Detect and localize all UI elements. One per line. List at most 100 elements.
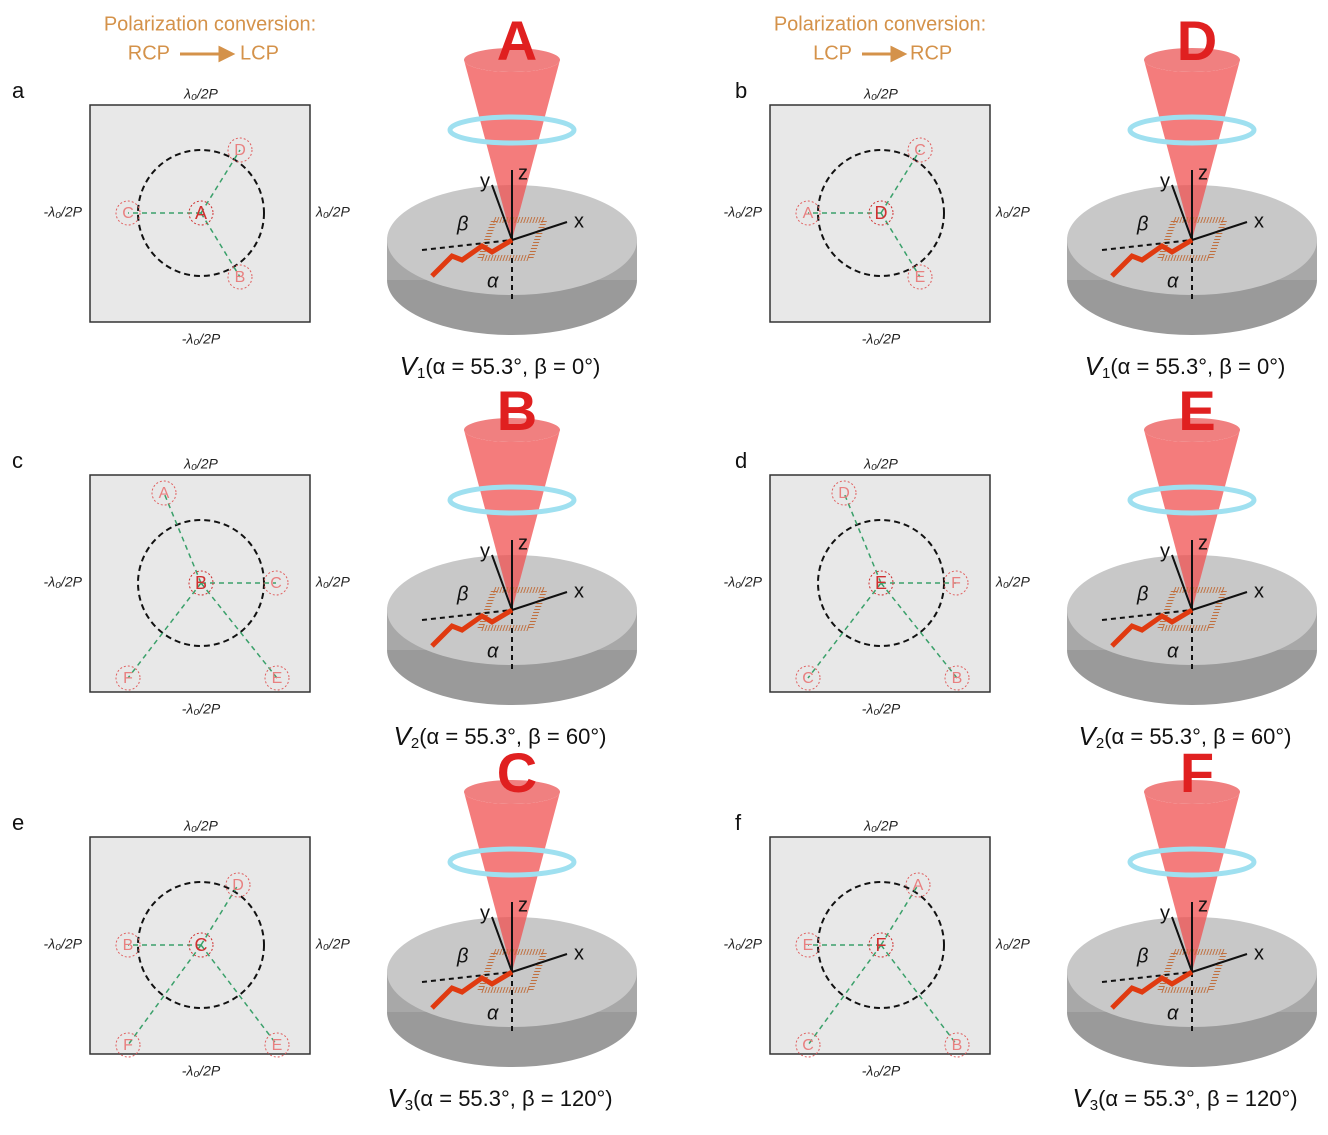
caption-index: 3 <box>1090 1097 1098 1114</box>
arrow <box>180 48 232 60</box>
axis-left: -λ₀/2P <box>44 574 83 590</box>
column-header: Polarization conversion: <box>104 13 316 35</box>
axis-right: λ₀/2P <box>315 574 350 590</box>
angle-alpha: α <box>1167 640 1179 662</box>
axis-left: -λ₀/2P <box>724 574 763 590</box>
axis-x: x <box>1254 580 1264 602</box>
axis-left: -λ₀/2P <box>724 204 763 220</box>
axis-y: y <box>1160 902 1170 924</box>
axis-z: z <box>518 894 528 916</box>
angle-beta: β <box>456 945 468 967</box>
beam-letter: B <box>497 379 537 442</box>
axis-z: z <box>1198 162 1208 184</box>
caption: V1(α = 55.3°, β = 0°) <box>400 351 601 382</box>
axis-left: -λ₀/2P <box>724 936 763 952</box>
order-letter: A <box>159 485 170 502</box>
axis-left: -λ₀/2P <box>44 936 83 952</box>
axis-top: λ₀/2P <box>863 456 898 472</box>
angle-alpha: α <box>1167 270 1179 292</box>
axis-right: λ₀/2P <box>995 204 1030 220</box>
beam-letter: C <box>497 741 537 804</box>
panel-label: c <box>12 448 23 473</box>
order-letter: E <box>803 937 814 954</box>
order-letter: C <box>802 1037 814 1054</box>
order-letter: D <box>232 877 244 894</box>
angle-beta: β <box>456 213 468 235</box>
axis-x: x <box>1254 942 1264 964</box>
axis-right: λ₀/2P <box>995 574 1030 590</box>
caption-index: 1 <box>1102 365 1110 382</box>
axis-top: λ₀/2P <box>863 86 898 102</box>
caption-index: 1 <box>417 365 425 382</box>
axis-right: λ₀/2P <box>315 204 350 220</box>
order-letter: B <box>235 269 246 286</box>
panel-label: f <box>735 810 742 835</box>
order-letter: B <box>952 1037 963 1054</box>
order-letter: C <box>802 670 814 687</box>
axis-x: x <box>574 210 584 232</box>
order-letter: F <box>123 670 133 687</box>
caption-params: (α = 55.3°, β = 0°) <box>1110 354 1285 379</box>
conversion-from: RCP <box>128 42 170 64</box>
axis-z: z <box>518 162 528 184</box>
center-letter: A <box>195 203 207 223</box>
axis-z: z <box>1198 532 1208 554</box>
order-letter: E <box>272 1037 283 1054</box>
angle-beta: β <box>1136 213 1148 235</box>
column-header: Polarization conversion: <box>774 13 986 35</box>
order-letter: F <box>951 575 961 592</box>
center-letter: B <box>195 573 207 593</box>
order-letter: E <box>272 670 283 687</box>
order-letter: C <box>914 142 926 159</box>
conversion-from: LCP <box>813 42 852 64</box>
panel-label: e <box>12 810 24 835</box>
arrow <box>862 48 904 60</box>
axis-x: x <box>574 580 584 602</box>
axis-top: λ₀/2P <box>183 818 218 834</box>
panel-label: d <box>735 448 747 473</box>
caption-params: (α = 55.3°, β = 120°) <box>413 1086 613 1111</box>
order-letter: C <box>270 575 282 592</box>
angle-alpha: α <box>487 1002 499 1024</box>
axis-top: λ₀/2P <box>183 86 218 102</box>
angle-alpha: α <box>1167 1002 1179 1024</box>
order-letter: E <box>915 269 926 286</box>
angle-beta: β <box>1136 945 1148 967</box>
conversion-to: RCP <box>910 42 952 64</box>
figure: Polarization conversion: RCP LCP Polariz… <box>0 0 1328 1135</box>
center-letter: D <box>875 203 888 223</box>
axis-left: -λ₀/2P <box>44 204 83 220</box>
center-letter: C <box>195 935 208 955</box>
caption: V1(α = 55.3°, β = 0°) <box>1085 351 1286 382</box>
order-letter: D <box>234 142 246 159</box>
caption-index: 2 <box>1096 735 1104 752</box>
center-letter: E <box>875 573 887 593</box>
caption: V3(α = 55.3°, β = 120°) <box>1072 1083 1297 1114</box>
panel-label: b <box>735 78 747 103</box>
angle-beta: β <box>456 583 468 605</box>
angle-beta: β <box>1136 583 1148 605</box>
axis-bottom: -λ₀/2P <box>182 331 221 347</box>
axis-right: λ₀/2P <box>315 936 350 952</box>
caption-params: (α = 55.3°, β = 120°) <box>1098 1086 1298 1111</box>
axis-top: λ₀/2P <box>863 818 898 834</box>
caption-params: (α = 55.3°, β = 0°) <box>425 354 600 379</box>
axis-y: y <box>1160 170 1170 192</box>
beam-letter: F <box>1180 741 1214 804</box>
axis-bottom: -λ₀/2P <box>862 331 901 347</box>
beam-letter: D <box>1177 9 1217 72</box>
axis-bottom: -λ₀/2P <box>862 701 901 717</box>
order-letter: A <box>913 877 924 894</box>
caption: V3(α = 55.3°, β = 120°) <box>387 1083 612 1114</box>
order-letter: B <box>952 670 963 687</box>
angle-alpha: α <box>487 270 499 292</box>
axis-y: y <box>480 540 490 562</box>
order-letter: C <box>122 205 134 222</box>
axis-z: z <box>1198 894 1208 916</box>
axis-x: x <box>1254 210 1264 232</box>
axis-top: λ₀/2P <box>183 456 218 472</box>
order-letter: F <box>123 1037 133 1054</box>
conversion-to: LCP <box>240 42 279 64</box>
center-letter: F <box>876 935 887 955</box>
caption-index: 2 <box>411 735 419 752</box>
